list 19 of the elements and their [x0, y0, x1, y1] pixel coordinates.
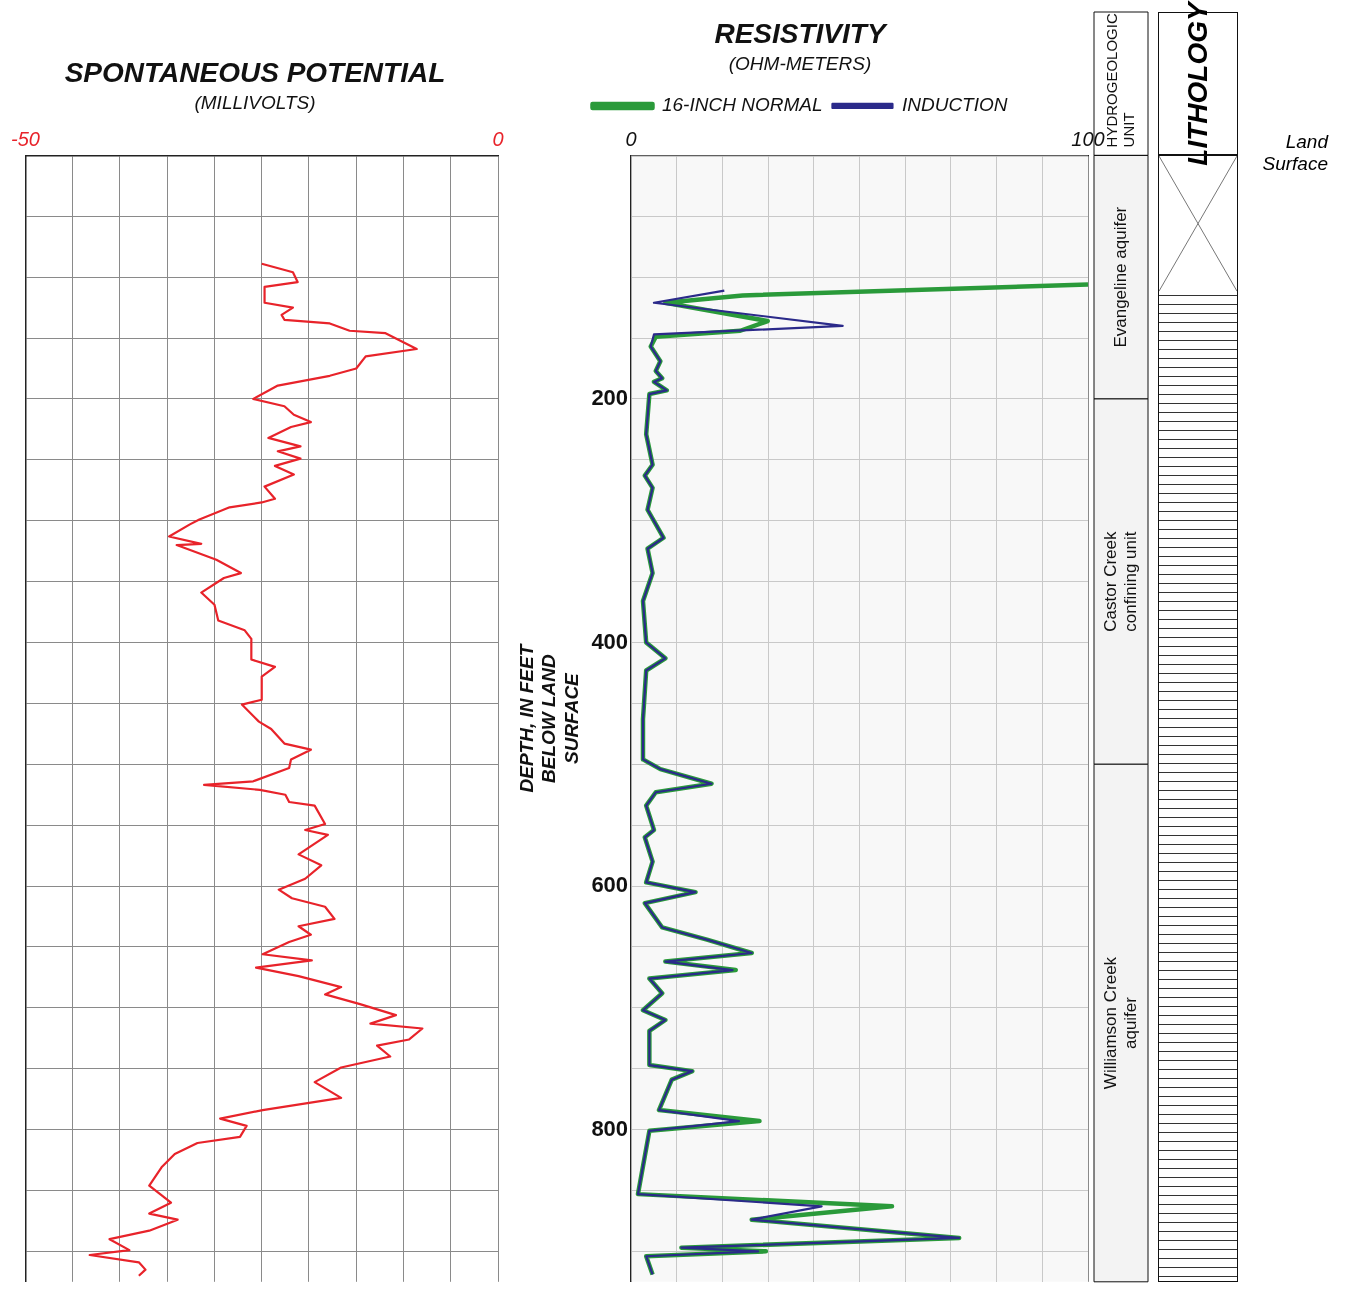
band-label: Castor Creek confining unit [1100, 531, 1140, 632]
x-tick-label: -50 [11, 127, 40, 150]
x-tick-label: 0 [492, 127, 504, 150]
legend-label: INDUCTION [901, 94, 1008, 116]
x-tick-label: 0 [625, 127, 637, 150]
y-tick-label: 200 [591, 385, 629, 411]
y-tick-label: 800 [591, 1115, 629, 1141]
chart-title: SPONTANEOUS POTENTIAL [64, 56, 446, 88]
chart-subtitle: (OHM-METERS) [728, 53, 872, 75]
chart-subtitle: (MILLIVOLTS) [194, 92, 316, 114]
y-axis-title: DEPTH, IN FEET BELOW LAND SURFACE [515, 643, 583, 793]
band-label: Evangeline aquifer [1110, 206, 1130, 348]
band-label: Williamson Creek aquifer [1100, 956, 1140, 1090]
chart-title: RESISTIVITY [714, 17, 888, 49]
text: LITHOLOGY [1182, 2, 1214, 166]
text: Land Surface [1261, 131, 1328, 176]
y-tick-label: 600 [591, 872, 629, 898]
y-tick-label: 400 [591, 628, 629, 654]
legend-label: 16-INCH NORMAL [661, 94, 823, 116]
